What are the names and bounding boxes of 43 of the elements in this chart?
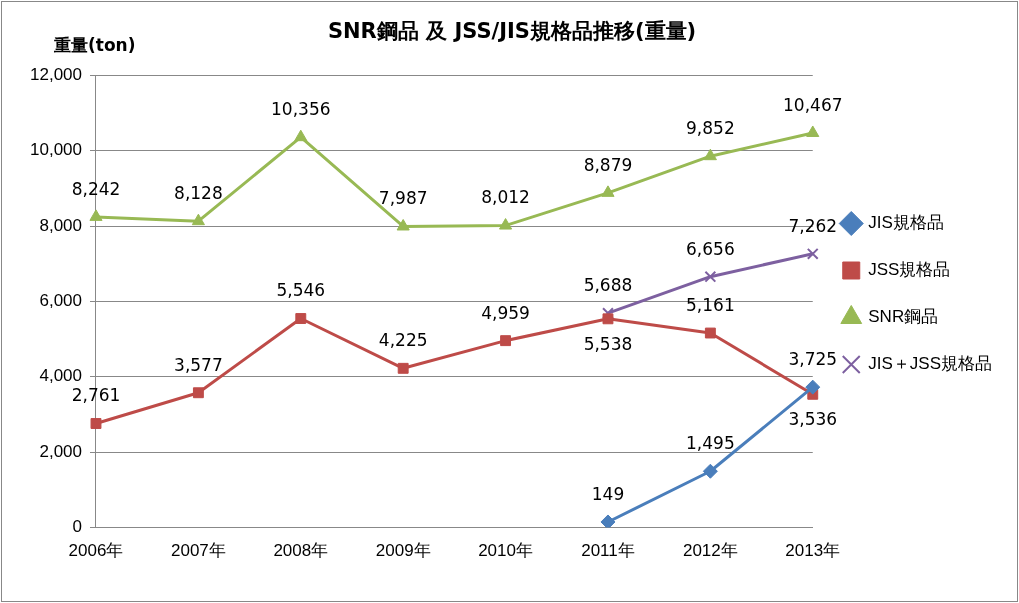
data-label: 3,536 bbox=[788, 409, 838, 430]
data-label: 4,225 bbox=[378, 330, 428, 351]
data-label: 8,242 bbox=[71, 178, 121, 199]
data-label: 4,959 bbox=[481, 302, 530, 323]
x-tick-label: 2010年 bbox=[478, 541, 533, 561]
data-label: 10,467 bbox=[783, 94, 843, 115]
data-label: 8,012 bbox=[481, 187, 530, 208]
data-label: 7,987 bbox=[378, 188, 428, 209]
legend-label: JIS規格品 bbox=[868, 213, 944, 233]
y-tick-label: 6,000 bbox=[39, 291, 82, 311]
chart-title: SNR鋼品 及 JSS/JIS規格品推移(重量) bbox=[327, 19, 697, 44]
legend-label: JSS規格品 bbox=[868, 260, 951, 280]
y-tick-label: 4,000 bbox=[39, 366, 82, 386]
data-label: 8,128 bbox=[174, 183, 223, 204]
x-tick-label: 2008年 bbox=[273, 541, 329, 561]
x-tick-label: 2006年 bbox=[68, 541, 124, 561]
legend-label: SNR鋼品 bbox=[868, 307, 939, 327]
data-label: 8,879 bbox=[583, 154, 633, 175]
x-tick-label: 2012年 bbox=[682, 541, 738, 561]
legend-label: JIS＋JSS規格品 bbox=[868, 354, 993, 374]
data-label: 6,656 bbox=[686, 238, 735, 259]
data-label: 3,577 bbox=[174, 354, 223, 375]
x-tick-label: 2009年 bbox=[375, 541, 431, 561]
data-label: 5,538 bbox=[583, 333, 633, 354]
y-tick-label: 10,000 bbox=[30, 140, 82, 160]
data-label: 10,356 bbox=[271, 99, 331, 120]
x-tick-label: 2013年 bbox=[785, 541, 841, 561]
y-tick-label: 8,000 bbox=[39, 215, 82, 235]
data-label: 5,161 bbox=[686, 294, 735, 315]
x-tick-label: 2007年 bbox=[170, 541, 226, 561]
data-label: 149 bbox=[591, 483, 625, 504]
data-label: 9,852 bbox=[686, 118, 735, 139]
data-label: 3,725 bbox=[788, 349, 838, 370]
data-label: 5,688 bbox=[583, 275, 633, 296]
y-tick-label: 2,000 bbox=[39, 441, 82, 461]
y-tick-label: 0 bbox=[72, 517, 82, 537]
data-label: 1,495 bbox=[686, 433, 735, 454]
y-tick-label: 12,000 bbox=[30, 64, 82, 84]
x-tick-label: 2011年 bbox=[581, 541, 635, 561]
data-label: 2,761 bbox=[71, 385, 121, 406]
data-label: 5,546 bbox=[276, 280, 326, 301]
data-label: 7,262 bbox=[788, 215, 838, 236]
y-axis-title: 重量(ton) bbox=[53, 35, 136, 56]
